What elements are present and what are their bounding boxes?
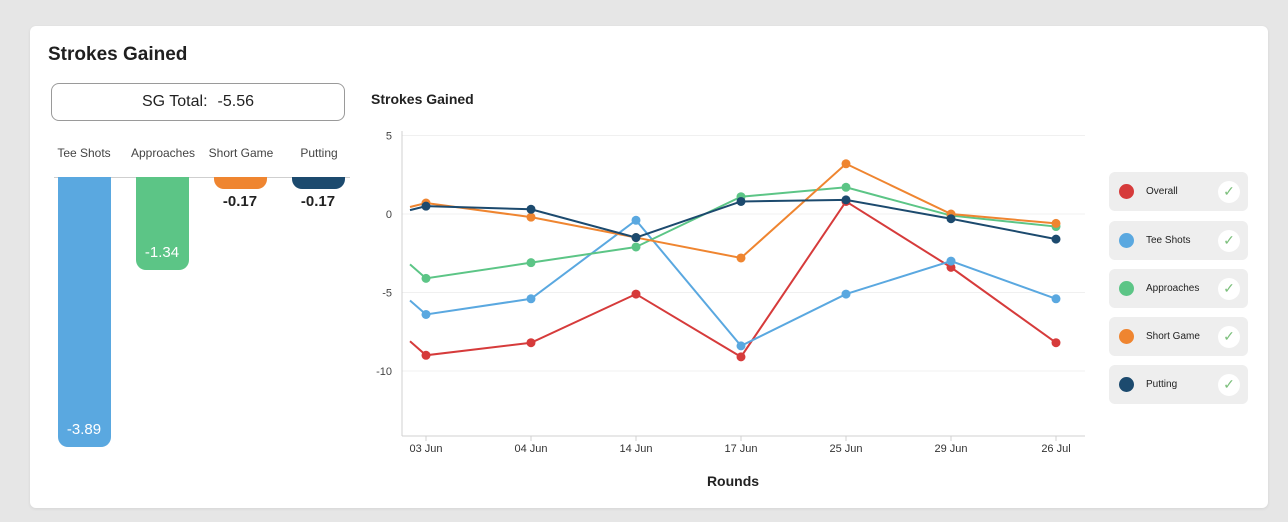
legend-label-overall: Overall: [1146, 186, 1178, 197]
data-point-approaches: [526, 258, 536, 268]
strokes-gained-card: Strokes Gained SG Total: -5.56 Tee Shots…: [30, 26, 1268, 508]
data-point-short-game: [1051, 218, 1061, 228]
data-point-putting: [946, 214, 956, 224]
bar-value-short-game: -0.17: [222, 192, 258, 210]
data-point-overall: [526, 338, 536, 348]
bar-value-tee-shots: -3.89: [66, 421, 102, 439]
legend-label-approaches: Approaches: [1146, 283, 1200, 294]
x-tick-label: 03 Jun: [409, 443, 442, 455]
bar-chart-baseline: [54, 177, 350, 178]
bar-label-putting: Putting: [300, 146, 338, 160]
approaches-color-dot: [1119, 281, 1134, 296]
data-point-overall: [421, 350, 431, 360]
bar-putting: [292, 177, 345, 189]
check-icon[interactable]: ✓: [1218, 325, 1240, 348]
series-line-putting: [409, 198, 1057, 241]
data-point-tee-shots: [1051, 294, 1061, 304]
data-point-short-game: [841, 159, 851, 169]
strokes-gained-line-chart: 5 0 -5 -10 03 Jun 04 Jun 14 Jun 17 Jun 25 Jun 29 …: [376, 131, 1085, 489]
bar-label-short-game: Short Game: [208, 146, 274, 160]
data-point-approaches: [841, 182, 851, 192]
data-point-tee-shots: [841, 289, 851, 299]
data-point-overall: [1051, 338, 1061, 348]
x-tick-label: 29 Jun: [934, 443, 967, 455]
sg-total-box: SG Total: -5.56: [51, 83, 345, 121]
data-point-short-game: [526, 212, 536, 222]
y-tick-label: 0: [386, 209, 392, 221]
data-point-overall: [946, 262, 956, 272]
check-icon[interactable]: ✓: [1218, 180, 1240, 203]
x-tick-label: 25 Jun: [829, 443, 862, 455]
bar-approaches: [136, 177, 189, 271]
data-point-tee-shots: [631, 215, 641, 225]
legend-label-tee-shots: Tee Shots: [1146, 235, 1191, 246]
legend-item-approaches[interactable]: Approaches ✓: [1109, 269, 1248, 308]
x-axis-title: Rounds: [707, 473, 759, 489]
data-point-tee-shots: [946, 256, 956, 266]
check-icon[interactable]: ✓: [1218, 373, 1240, 396]
series-line-overall: [409, 200, 1057, 359]
y-tick-label: -10: [376, 366, 392, 378]
check-icon[interactable]: ✓: [1218, 277, 1240, 300]
y-tick-label: 5: [386, 131, 392, 143]
sg-total-value: -5.56: [217, 93, 254, 110]
data-point-approaches: [631, 242, 641, 252]
data-point-tee-shots: [526, 294, 536, 304]
legend-item-overall[interactable]: Overall ✓: [1109, 172, 1248, 211]
data-point-tee-shots: [736, 341, 746, 351]
x-tick-label: 17 Jun: [724, 443, 757, 455]
series-line-tee-shots: [409, 218, 1057, 348]
data-point-short-game: [736, 253, 746, 263]
x-tick-label: 26 Jul: [1041, 443, 1070, 455]
bar-value-putting: -0.17: [300, 192, 336, 210]
line-chart-title: Strokes Gained: [371, 91, 474, 107]
legend-item-putting[interactable]: Putting ✓: [1109, 365, 1248, 404]
x-tick-label: 14 Jun: [619, 443, 652, 455]
data-point-putting: [736, 196, 746, 206]
bar-value-approaches: -1.34: [144, 244, 180, 262]
bar-label-tee-shots: Tee Shots: [57, 146, 111, 160]
data-point-putting: [631, 233, 641, 243]
legend-item-short-game[interactable]: Short Game ✓: [1109, 317, 1248, 356]
data-point-tee-shots: [421, 309, 431, 319]
bar-tee-shots: [58, 177, 111, 448]
sg-total-label: SG Total:: [142, 93, 208, 110]
data-point-overall: [736, 352, 746, 362]
y-tick-label: -5: [382, 288, 392, 300]
tee-shots-color-dot: [1119, 233, 1134, 248]
bar-short-game: [214, 177, 267, 189]
series-line-approaches: [409, 186, 1057, 280]
data-point-overall: [631, 289, 641, 299]
legend-item-tee-shots[interactable]: Tee Shots ✓: [1109, 221, 1248, 260]
bar-label-approaches: Approaches: [130, 146, 196, 160]
data-point-putting: [841, 195, 851, 205]
short-game-color-dot: [1119, 329, 1134, 344]
series-line-short-game: [409, 162, 1057, 260]
card-title: Strokes Gained: [48, 44, 188, 65]
data-point-approaches: [421, 273, 431, 283]
legend-label-short-game: Short Game: [1146, 331, 1200, 342]
legend-label-putting: Putting: [1146, 379, 1178, 390]
data-point-putting: [1051, 234, 1061, 244]
overall-color-dot: [1119, 184, 1134, 199]
x-tick-label: 04 Jun: [514, 443, 547, 455]
data-point-putting: [526, 204, 536, 214]
putting-color-dot: [1119, 377, 1134, 392]
check-icon[interactable]: ✓: [1218, 229, 1240, 252]
data-point-putting: [421, 201, 431, 211]
